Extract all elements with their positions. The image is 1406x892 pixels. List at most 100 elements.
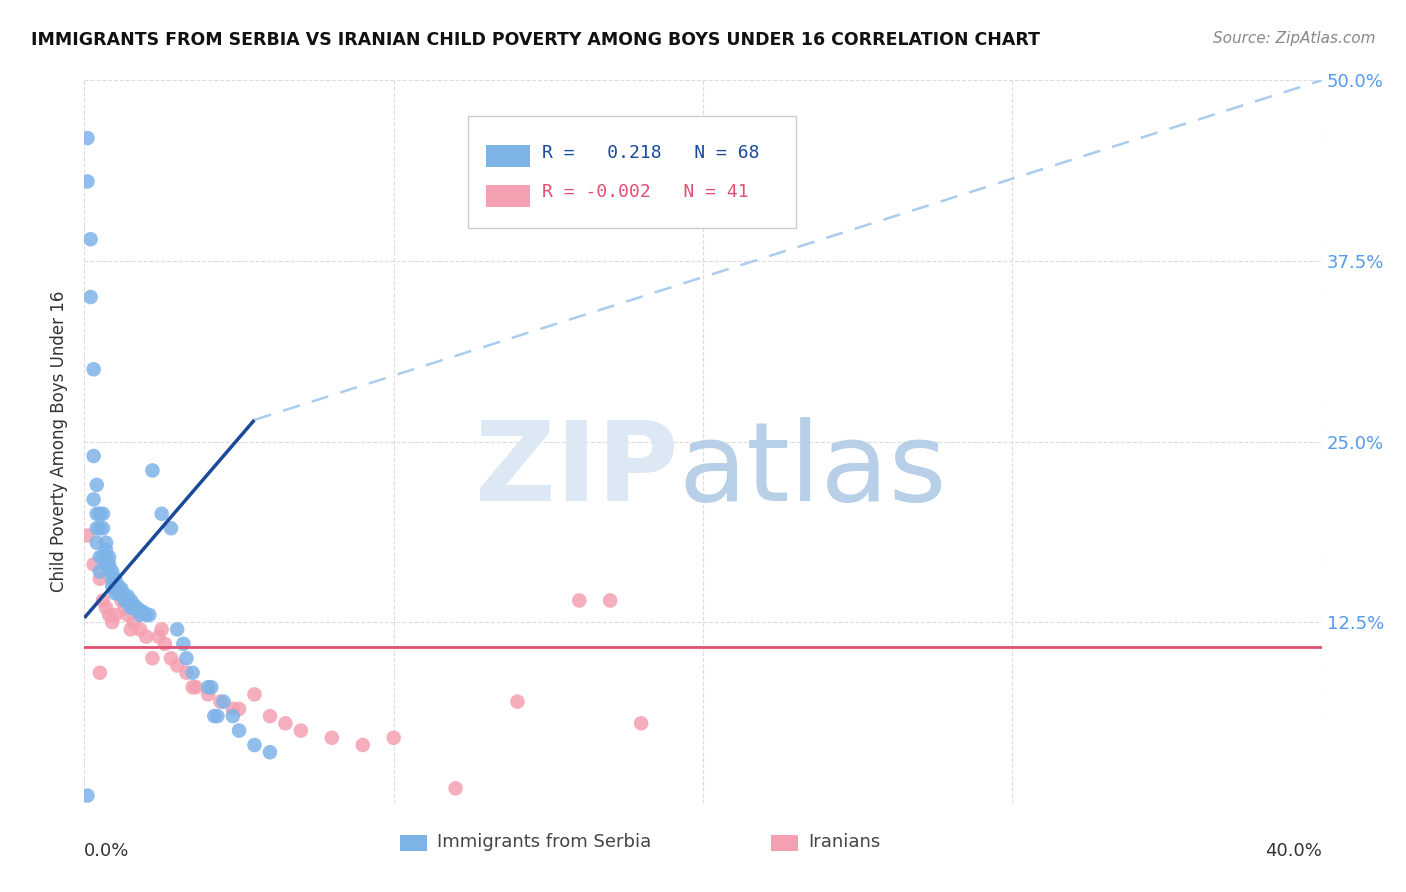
Point	[79, 232, 101, 246]
Point	[89, 507, 111, 521]
Point	[107, 586, 129, 600]
Point	[321, 731, 343, 745]
Point	[141, 463, 163, 477]
Point	[104, 579, 127, 593]
Point	[228, 702, 250, 716]
Point	[166, 658, 188, 673]
Point	[444, 781, 467, 796]
Text: Iranians: Iranians	[808, 833, 880, 851]
Point	[207, 709, 229, 723]
Point	[382, 731, 405, 745]
Point	[91, 521, 114, 535]
Point	[184, 680, 207, 694]
Point	[110, 586, 132, 600]
Point	[129, 604, 152, 618]
Point	[86, 507, 108, 521]
Point	[94, 542, 117, 557]
Point	[176, 665, 198, 680]
Point	[98, 550, 121, 565]
Point	[153, 637, 176, 651]
Point	[117, 607, 139, 622]
Point	[129, 623, 152, 637]
Point	[110, 593, 132, 607]
Point	[98, 562, 121, 576]
Point	[122, 600, 145, 615]
Point	[120, 623, 142, 637]
Text: Source: ZipAtlas.com: Source: ZipAtlas.com	[1212, 31, 1375, 46]
Point	[197, 680, 219, 694]
Point	[506, 695, 529, 709]
Point	[599, 593, 621, 607]
Point	[86, 478, 108, 492]
Point	[101, 572, 124, 586]
Point	[94, 558, 117, 572]
Point	[114, 589, 136, 603]
Point	[101, 579, 124, 593]
Point	[89, 572, 111, 586]
Point	[141, 651, 163, 665]
Point	[150, 623, 173, 637]
Point	[160, 651, 183, 665]
Point	[76, 174, 98, 188]
FancyBboxPatch shape	[486, 145, 530, 167]
Point	[166, 623, 188, 637]
Point	[181, 680, 204, 694]
Point	[222, 709, 245, 723]
Point	[290, 723, 312, 738]
Text: 40.0%: 40.0%	[1265, 842, 1322, 860]
Point	[630, 716, 652, 731]
Point	[76, 131, 98, 145]
Text: 0.0%: 0.0%	[84, 842, 129, 860]
Text: Immigrants from Serbia: Immigrants from Serbia	[437, 833, 651, 851]
Point	[274, 716, 297, 731]
Point	[89, 565, 111, 579]
Point	[209, 695, 232, 709]
Text: ZIP: ZIP	[475, 417, 678, 524]
FancyBboxPatch shape	[486, 185, 530, 207]
Point	[176, 651, 198, 665]
Point	[568, 593, 591, 607]
Point	[120, 600, 142, 615]
Point	[352, 738, 374, 752]
Point	[120, 596, 142, 610]
Text: R = -0.002   N = 41: R = -0.002 N = 41	[543, 183, 749, 202]
Point	[259, 745, 281, 759]
Point	[222, 702, 245, 716]
Point	[135, 607, 157, 622]
Point	[104, 586, 127, 600]
FancyBboxPatch shape	[468, 116, 796, 228]
Point	[86, 521, 108, 535]
Point	[122, 615, 145, 630]
Point	[114, 600, 136, 615]
Point	[114, 593, 136, 607]
Point	[148, 630, 170, 644]
Point	[76, 789, 98, 803]
Point	[98, 607, 121, 622]
Point	[172, 637, 194, 651]
Point	[243, 738, 266, 752]
Point	[202, 709, 225, 723]
Point	[94, 600, 117, 615]
Point	[110, 582, 132, 596]
FancyBboxPatch shape	[770, 835, 799, 851]
Point	[86, 535, 108, 549]
Point	[91, 593, 114, 607]
Y-axis label: Child Poverty Among Boys Under 16: Child Poverty Among Boys Under 16	[51, 291, 69, 592]
Point	[91, 550, 114, 565]
Point	[125, 600, 148, 615]
Point	[259, 709, 281, 723]
Point	[101, 615, 124, 630]
Point	[79, 290, 101, 304]
Point	[104, 607, 127, 622]
Point	[94, 535, 117, 549]
Point	[135, 630, 157, 644]
Point	[117, 589, 139, 603]
Point	[150, 507, 173, 521]
Point	[107, 579, 129, 593]
Point	[117, 593, 139, 607]
Point	[138, 607, 160, 622]
Point	[122, 598, 145, 612]
Point	[160, 521, 183, 535]
Point	[83, 492, 105, 507]
FancyBboxPatch shape	[399, 835, 427, 851]
